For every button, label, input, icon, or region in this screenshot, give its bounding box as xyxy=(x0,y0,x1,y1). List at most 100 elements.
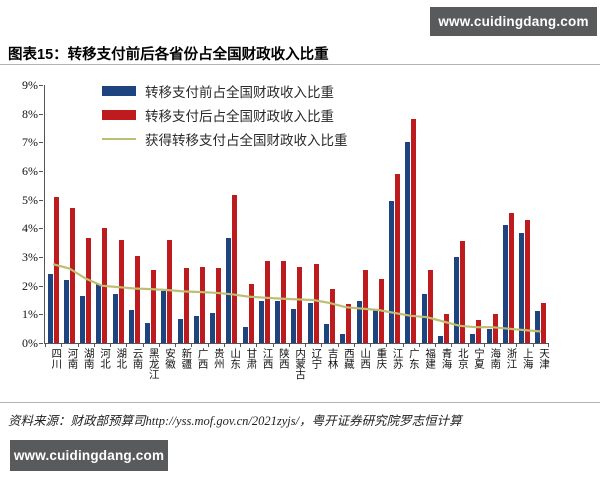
x-tick-mark xyxy=(516,344,518,347)
x-label-安徽: 安徽 xyxy=(164,348,176,369)
bar-after-湖北 xyxy=(118,239,124,343)
bar-before-贵州 xyxy=(210,312,216,343)
bar-after-海南 xyxy=(492,314,498,343)
bar-after-北京 xyxy=(460,241,466,343)
x-tick-mark xyxy=(532,344,534,347)
x-label-江苏: 江苏 xyxy=(391,348,403,369)
bar-after-天津 xyxy=(541,302,547,343)
y-tick-mark xyxy=(39,113,43,115)
bar-group-陕西 xyxy=(273,261,289,343)
x-tick-mark xyxy=(337,344,339,347)
bar-after-辽宁 xyxy=(313,264,319,343)
x-label-新疆: 新疆 xyxy=(180,348,192,369)
x-label-河南: 河南 xyxy=(66,348,78,369)
legend-item-transfer-line: 获得转移支付占全国财政收入比重 xyxy=(102,127,348,151)
x-tick-mark xyxy=(418,344,420,347)
x-label-云南: 云南 xyxy=(131,348,143,369)
bar-before-海南 xyxy=(486,328,492,343)
x-tick-mark xyxy=(483,344,485,347)
bar-before-吉林 xyxy=(324,324,329,343)
chart-title: 图表15：转移支付前后各省份占全国财政收入比重 xyxy=(8,47,329,63)
x-label-天津: 天津 xyxy=(537,348,549,369)
bar-group-甘肃 xyxy=(240,284,256,343)
title-divider xyxy=(0,64,600,65)
x-label-上海: 上海 xyxy=(521,348,533,369)
x-label-吉林: 吉林 xyxy=(326,348,338,369)
bar-group-湖北 xyxy=(110,239,126,343)
x-label-四川: 四川 xyxy=(50,348,62,369)
bar-before-重庆 xyxy=(372,308,378,343)
bar-after-山东 xyxy=(232,195,238,343)
bar-group-青海 xyxy=(435,314,451,343)
x-label-辽宁: 辽宁 xyxy=(310,348,322,369)
bar-group-江西 xyxy=(256,261,272,343)
x-label-贵州: 贵州 xyxy=(212,348,224,369)
bar-group-贵州 xyxy=(208,268,224,343)
source-note: 资料来源：财政部预算司http://yss.mof.gov.cn/2021zyj… xyxy=(8,414,462,428)
bar-before-广东 xyxy=(405,142,411,343)
watermark-badge-top: www.cuidingdang.com xyxy=(430,7,597,36)
x-label-山西: 山西 xyxy=(359,348,371,369)
y-tick-mark xyxy=(39,142,43,144)
plot-area xyxy=(44,85,549,347)
x-tick-mark xyxy=(142,344,144,347)
x-axis-labels: 四川 河南 湖南 河北 湖北 云南 黑龙江 安徽 新疆 广西 贵州 山东 甘肃 江西 陕西 内蒙古 辽宁 吉林 西藏… xyxy=(44,348,549,400)
bar-group-云南 xyxy=(126,255,142,343)
bar-after-江西 xyxy=(264,261,270,343)
bar-before-湖南 xyxy=(80,295,86,343)
legend-label-after: 转移支付后占全国财政收入比重 xyxy=(145,109,334,124)
bar-group-黑龙江 xyxy=(143,269,159,343)
bar-group-西藏 xyxy=(338,304,354,343)
watermark-top-text: www.cuidingdang.com xyxy=(438,14,589,29)
x-tick-mark xyxy=(370,344,372,347)
bar-after-吉林 xyxy=(330,288,335,343)
x-label-山东: 山东 xyxy=(229,348,241,369)
y-tick-label-5: 5% xyxy=(22,192,38,207)
watermark-badge-bottom: www.cuidingdang.com xyxy=(10,440,168,471)
legend-swatch-before-bar xyxy=(102,86,136,96)
y-tick-mark xyxy=(39,314,43,316)
x-tick-mark xyxy=(77,344,79,347)
y-tick-label-9: 9% xyxy=(22,78,38,92)
x-tick-mark xyxy=(386,344,388,347)
x-tick-mark xyxy=(435,344,437,347)
bar-before-安徽 xyxy=(161,291,167,343)
bar-after-四川 xyxy=(53,196,59,343)
bar-before-河北 xyxy=(96,284,102,343)
x-label-海南: 海南 xyxy=(489,348,501,369)
x-label-湖北: 湖北 xyxy=(115,348,127,369)
bar-group-福建 xyxy=(419,269,435,343)
bar-before-新疆 xyxy=(177,318,183,343)
bar-before-宁夏 xyxy=(470,334,476,343)
x-tick-mark xyxy=(402,344,404,347)
bar-group-山西 xyxy=(354,269,370,343)
chart-legend: 转移支付前占全国财政收入比重 转移支付后占全国财政收入比重 获得转移支付占全国财… xyxy=(102,79,348,151)
bar-group-辽宁 xyxy=(305,264,321,343)
x-tick-mark xyxy=(451,344,453,347)
legend-label-transfer-line: 获得转移支付占全国财政收入比重 xyxy=(145,133,348,148)
x-label-重庆: 重庆 xyxy=(375,348,387,369)
x-label-浙江: 浙江 xyxy=(505,348,517,369)
bar-before-福建 xyxy=(421,294,427,343)
bar-group-北京 xyxy=(451,241,467,343)
bar-after-陕西 xyxy=(281,261,287,343)
bar-group-河南 xyxy=(61,208,77,343)
x-label-内蒙古: 内蒙古 xyxy=(294,348,306,380)
y-tick-label-8: 8% xyxy=(22,106,38,121)
x-tick-mark xyxy=(240,344,242,347)
bar-group-广西 xyxy=(191,267,207,343)
x-tick-mark xyxy=(548,344,549,347)
x-label-甘肃: 甘肃 xyxy=(245,348,257,369)
y-tick-mark xyxy=(39,343,43,344)
x-tick-mark xyxy=(110,344,112,347)
x-label-广东: 广东 xyxy=(407,348,419,369)
bar-group-宁夏 xyxy=(468,320,484,343)
bar-after-福建 xyxy=(427,269,433,343)
bar-before-辽宁 xyxy=(307,302,313,343)
y-tick-mark xyxy=(39,199,43,201)
bar-group-湖南 xyxy=(78,238,94,343)
x-label-宁夏: 宁夏 xyxy=(472,348,484,369)
bar-after-湖南 xyxy=(86,238,92,343)
bar-after-内蒙古 xyxy=(297,267,303,343)
